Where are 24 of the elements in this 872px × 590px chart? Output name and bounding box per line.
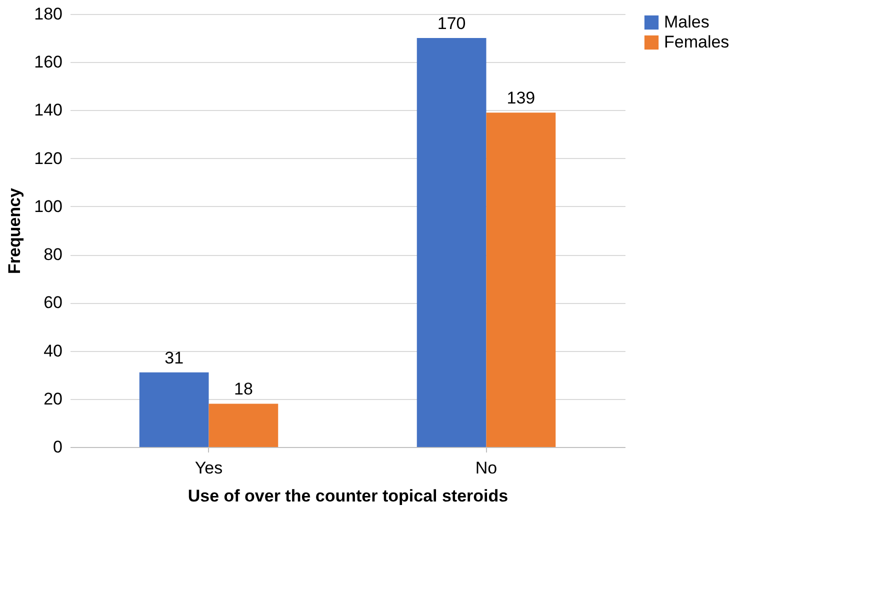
y-tick-label: 0 — [53, 438, 62, 456]
x-tick-label: No — [475, 458, 498, 478]
legend-label: Males — [664, 12, 710, 32]
y-tick-label: 180 — [34, 4, 62, 24]
y-tick-label: 160 — [34, 52, 62, 72]
y-tick-label: 140 — [34, 100, 62, 120]
data-label: 170 — [437, 14, 466, 34]
data-label: 31 — [164, 348, 184, 368]
data-label: 139 — [506, 88, 536, 108]
y-tick-label: 40 — [44, 341, 62, 360]
y-tick-label: 100 — [34, 196, 62, 216]
data-label: 18 — [234, 380, 253, 399]
bar — [208, 404, 278, 447]
bar — [139, 372, 209, 447]
y-axis-title: Frequency — [5, 187, 24, 274]
y-tick-label: 20 — [44, 389, 62, 408]
bar — [416, 38, 486, 447]
y-tick-label: 120 — [34, 148, 62, 168]
y-tick-label: 80 — [44, 245, 62, 264]
x-axis-title: Use of over the counter topical steroids — [188, 486, 508, 506]
x-tick-label: Yes — [194, 458, 223, 478]
y-tick-label: 60 — [44, 293, 62, 312]
bar — [486, 112, 556, 447]
legend-label: Females — [664, 32, 730, 52]
